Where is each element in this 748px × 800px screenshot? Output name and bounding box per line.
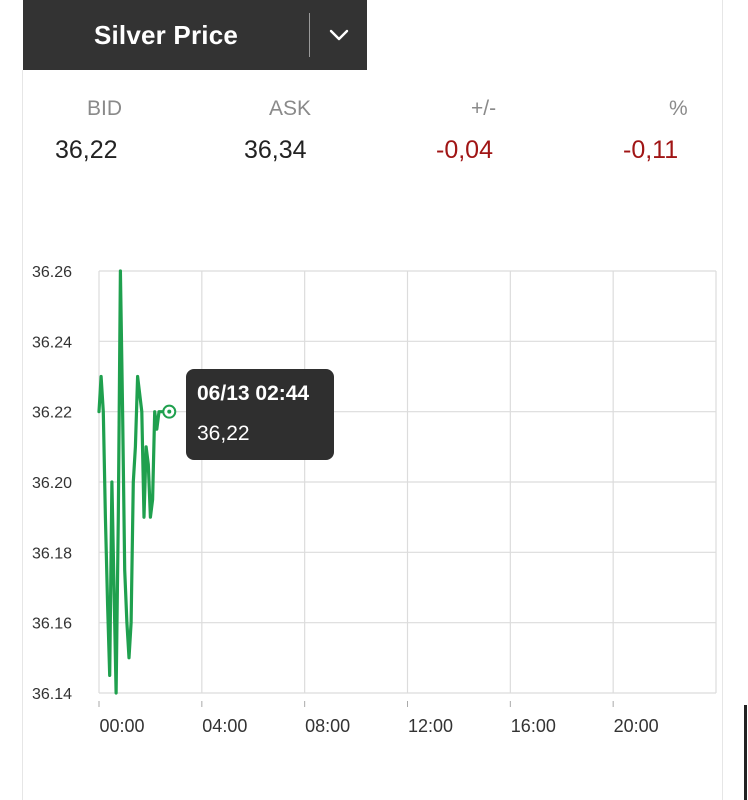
x-tick-label: 12:00 — [408, 716, 453, 736]
bid-value: 36,22 — [55, 136, 118, 164]
x-tick-label: 00:00 — [99, 716, 144, 736]
x-tick-label: 20:00 — [614, 716, 659, 736]
chart-tooltip: 06/13 02:44 36,22 — [186, 369, 334, 460]
card-border — [722, 0, 723, 800]
y-tick-label: 36.20 — [32, 475, 72, 492]
y-tick-label: 36.18 — [32, 545, 72, 562]
ask-label: ASK — [269, 97, 312, 120]
price-series-line — [97, 269, 171, 695]
hover-point-center — [167, 409, 172, 414]
y-tick-label: 36.22 — [32, 405, 72, 422]
change-label: +/- — [471, 97, 497, 120]
tooltip-time: 06/13 02:44 — [197, 382, 310, 405]
page-title: Silver Price — [93, 19, 239, 50]
metal-select-dropdown[interactable] — [310, 0, 367, 70]
chart-grid — [98, 270, 717, 694]
y-tick-label: 36.24 — [32, 334, 72, 351]
header-divider — [309, 13, 310, 57]
change-value: -0,04 — [436, 136, 493, 164]
bid-label: BID — [87, 97, 123, 120]
x-axis: 00:00 04:00 08:00 12:00 16:00 20:00 — [98, 701, 659, 736]
y-tick-label: 36.14 — [32, 686, 72, 703]
x-tick-label: 08:00 — [305, 716, 350, 736]
chevron-down-icon — [329, 29, 348, 41]
window-edge — [744, 705, 747, 800]
header-bar: Silver Price — [23, 0, 367, 70]
percent-label: % — [669, 97, 688, 120]
y-tick-label: 36.16 — [32, 616, 72, 633]
x-tick-label: 16:00 — [511, 716, 556, 736]
percent-value: -0,11 — [623, 136, 679, 164]
card-border — [22, 70, 23, 800]
x-tick-label: 04:00 — [202, 716, 247, 736]
y-axis: 36.14 36.16 36.18 36.20 36.22 36.24 36.26 — [32, 264, 72, 703]
y-tick-label: 36.26 — [32, 264, 72, 281]
tooltip-price: 36,22 — [197, 422, 250, 445]
ask-value: 36,34 — [244, 136, 307, 164]
